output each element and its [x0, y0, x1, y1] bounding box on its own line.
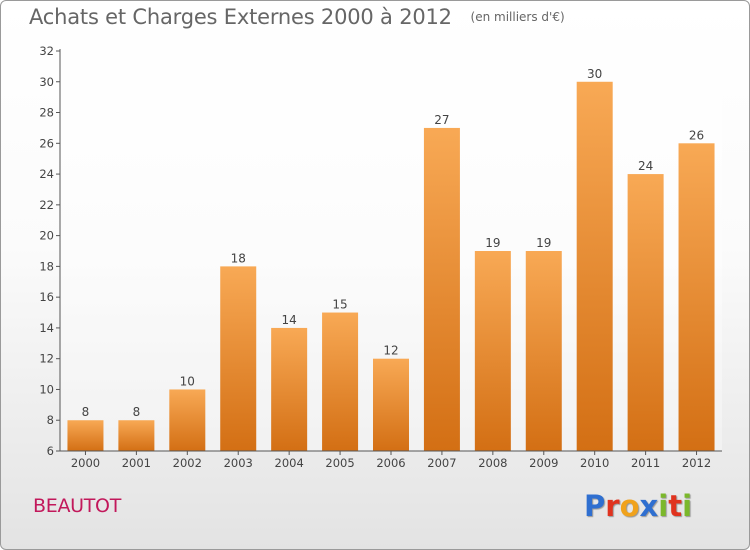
city-name: BEAUTOT	[33, 495, 122, 517]
y-tick-label-20: 20	[39, 229, 54, 243]
bar-2006	[373, 358, 409, 451]
chart-title-text: Achats et Charges Externes 2000 à 2012	[29, 5, 452, 29]
data-label-2004: 14	[282, 313, 297, 327]
x-tick-label-2009: 2009	[529, 456, 558, 470]
logo-letter-0: P	[584, 489, 606, 523]
logo-letter-3: x	[639, 489, 659, 523]
logo-letter-1: r	[605, 489, 620, 523]
y-tick-label-8: 8	[47, 413, 54, 427]
x-tick-label-2000: 2000	[71, 456, 100, 470]
logo-letter-5: t	[668, 489, 683, 523]
data-label-2011: 24	[638, 159, 653, 173]
bar-2001	[118, 420, 155, 451]
bar-2012	[678, 143, 715, 452]
y-tick-label-18: 18	[39, 259, 54, 273]
proxiti-logo[interactable]: Proxiti	[584, 489, 692, 523]
logo-letter-4: i	[658, 489, 669, 523]
bar-2010	[576, 81, 613, 452]
x-tick-label-2008: 2008	[478, 456, 507, 470]
logo-letter-2: o	[619, 489, 640, 523]
y-tick-label-32: 32	[39, 44, 54, 58]
x-tick-label-2004: 2004	[275, 456, 304, 470]
y-tick-label-22: 22	[39, 198, 54, 212]
y-tick-label-24: 24	[39, 167, 54, 181]
bar-2002	[169, 389, 206, 451]
data-label-2009: 19	[536, 236, 551, 250]
logo-letter-6: i	[682, 489, 693, 523]
x-tick-label-2003: 2003	[224, 456, 253, 470]
data-label-2007: 27	[434, 113, 449, 127]
bar-2007	[423, 127, 460, 451]
data-label-2001: 8	[133, 405, 141, 419]
x-tick-label-2005: 2005	[325, 456, 354, 470]
x-tick-label-2012: 2012	[682, 456, 711, 470]
y-tick-label-28: 28	[39, 106, 54, 120]
data-label-2008: 19	[485, 236, 500, 250]
data-label-2000: 8	[82, 405, 90, 419]
y-tick-label-12: 12	[39, 352, 54, 366]
y-tick-label-6: 6	[47, 444, 54, 458]
x-tick-label-2001: 2001	[122, 456, 151, 470]
data-label-2006: 12	[383, 344, 398, 358]
y-tick-label-26: 26	[39, 136, 54, 150]
data-label-2005: 15	[332, 298, 347, 312]
chart-unit: (en milliers d'€)	[470, 10, 565, 24]
x-tick-label-2006: 2006	[376, 456, 405, 470]
bar-2004	[271, 327, 308, 451]
y-tick-label-16: 16	[39, 290, 54, 304]
y-tick-label-10: 10	[39, 382, 54, 396]
chart-title: Achats et Charges Externes 2000 à 2012 (…	[29, 5, 565, 29]
data-label-2012: 26	[689, 128, 704, 142]
x-tick-label-2007: 2007	[427, 456, 456, 470]
x-tick-label-2002: 2002	[173, 456, 202, 470]
y-tick-label-14: 14	[39, 321, 54, 335]
x-tick-label-2010: 2010	[580, 456, 609, 470]
bar-2009	[525, 251, 562, 451]
bar-2005	[322, 312, 359, 451]
y-tick-label-30: 30	[39, 75, 54, 89]
data-label-2003: 18	[231, 251, 246, 265]
data-label-2010: 30	[587, 67, 602, 81]
bar-2003	[220, 266, 257, 451]
x-tick-label-2011: 2011	[631, 456, 660, 470]
bar-2000	[67, 420, 104, 451]
bar-2011	[627, 174, 664, 452]
data-label-2002: 10	[180, 374, 195, 388]
bar-2008	[474, 251, 511, 451]
